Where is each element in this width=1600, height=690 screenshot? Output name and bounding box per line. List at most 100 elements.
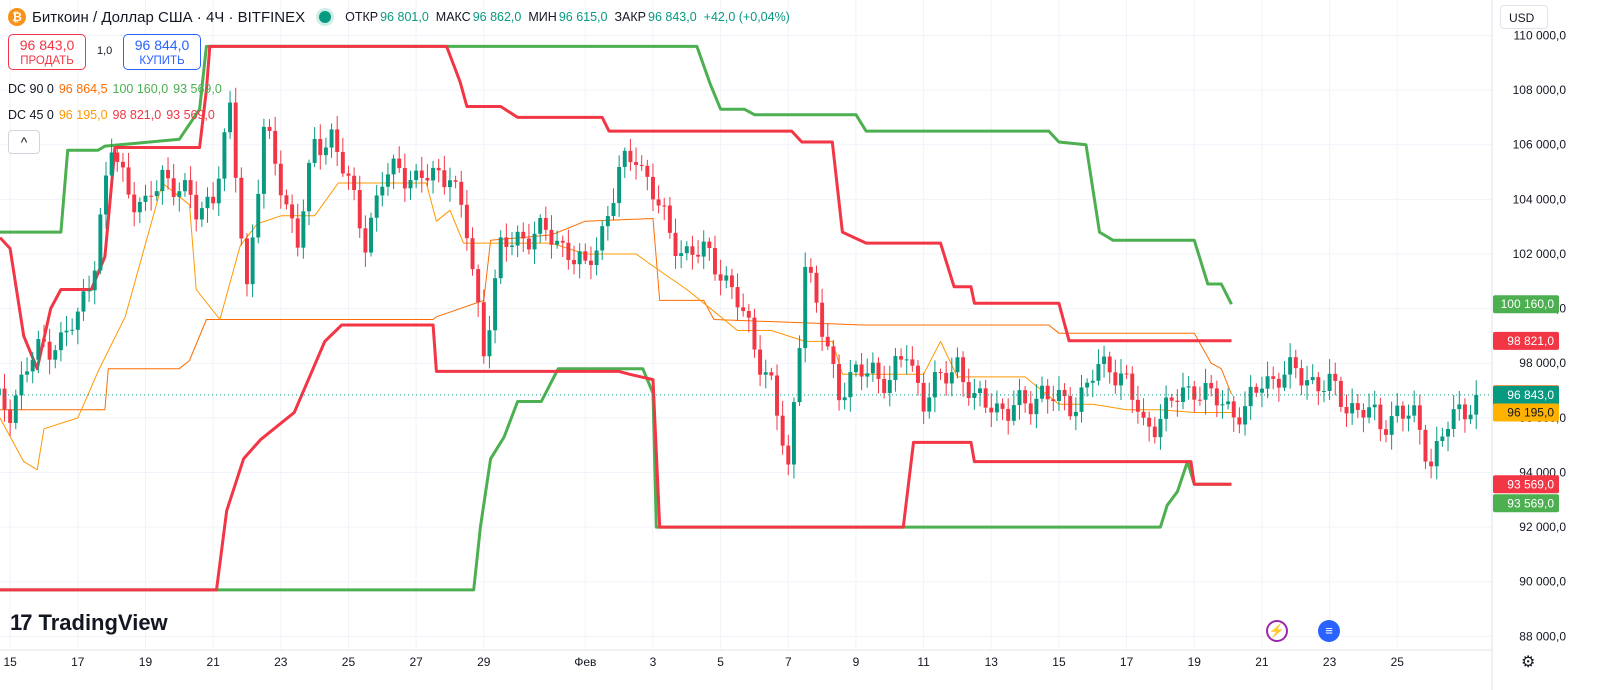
candle-body xyxy=(1006,408,1011,421)
candle-body xyxy=(87,290,92,292)
candle-body xyxy=(1305,380,1310,386)
candle-body xyxy=(820,302,825,337)
dc-series-line xyxy=(0,44,1233,305)
x-tick-label: 5 xyxy=(717,655,724,669)
candle-body xyxy=(1310,377,1315,381)
candle-body xyxy=(431,167,436,181)
candle-body xyxy=(600,226,605,251)
candle-body xyxy=(273,130,278,164)
candle-body xyxy=(949,372,954,384)
candle-body xyxy=(374,195,379,218)
candle-body xyxy=(1389,416,1394,435)
market-status-icon[interactable] xyxy=(319,11,332,23)
indicator-legend-dc90[interactable]: DC 90 0 96 864,5 100 160,0 93 569,0 xyxy=(8,82,227,96)
candle-body xyxy=(701,241,706,257)
candle-body xyxy=(149,195,154,197)
candle-body xyxy=(617,166,622,204)
y-tick-label: 110 000,0 xyxy=(1514,29,1567,43)
candle-body xyxy=(899,356,904,360)
symbol-title[interactable]: Биткоин / Доллар США · 4Ч · BITFINEX xyxy=(32,8,306,26)
candle-body xyxy=(380,186,385,196)
buy-button[interactable]: 96 844,0 КУПИТЬ xyxy=(123,34,201,70)
candle-body xyxy=(1333,373,1338,381)
candle-body xyxy=(538,218,543,234)
settings-gear-icon[interactable]: ⚙ xyxy=(1521,654,1536,671)
price-tag xyxy=(1493,494,1559,513)
candle-body xyxy=(662,205,667,207)
candle-body xyxy=(487,330,492,357)
tradingview-logo[interactable]: 17 TradingView xyxy=(10,610,168,636)
ohlc-label: МИН xyxy=(528,10,557,24)
candle-body xyxy=(228,102,233,133)
candle-body xyxy=(1119,373,1123,386)
indicator-value: 96 864,5 xyxy=(58,82,108,96)
candle-body xyxy=(1135,399,1140,412)
candle-body xyxy=(1271,376,1276,379)
candle-body xyxy=(797,348,802,403)
dc-series-line xyxy=(0,44,1232,371)
time-axis: 15 17 19 21 23 25 27 29 Фев 3 5 7 9 11 13 15 17 19 21 23 25 xyxy=(3,655,1404,669)
candle-body xyxy=(414,170,419,181)
candle-body xyxy=(1186,386,1191,388)
dc-series-line xyxy=(0,367,1232,592)
lightning-event-icon[interactable]: ⚡ xyxy=(1266,620,1288,642)
candle-body xyxy=(532,233,537,250)
candle-body xyxy=(1107,356,1112,373)
candle-body xyxy=(1056,389,1061,401)
candle-body xyxy=(775,375,779,416)
indicator-value: 96 195,0 xyxy=(58,108,108,122)
candle-body xyxy=(1321,390,1326,392)
y-tick-label: 98 000,0 xyxy=(1519,356,1566,370)
candle-body xyxy=(1276,378,1281,388)
candle-body xyxy=(831,346,836,364)
price-tag-label: 98 821,0 xyxy=(1507,334,1554,348)
tradingview-logo-icon: 17 xyxy=(10,610,33,635)
candle-body xyxy=(459,181,464,205)
candle-body xyxy=(865,373,870,377)
x-tick-label: 3 xyxy=(650,655,657,669)
candle-body xyxy=(329,129,334,148)
candle-body xyxy=(983,388,988,408)
candle-body xyxy=(0,388,1,395)
x-tick-label: 19 xyxy=(139,655,153,669)
price-tag-label: 100 160,0 xyxy=(1501,297,1555,311)
candle-body xyxy=(803,266,808,349)
candle-body xyxy=(1130,373,1135,400)
buy-price: 96 844,0 xyxy=(134,37,190,53)
candle-body xyxy=(1288,357,1293,375)
candle-body xyxy=(1175,400,1180,402)
candle-body xyxy=(882,378,887,393)
chevron-up-icon: ^ xyxy=(20,134,28,150)
candle-body xyxy=(1440,436,1445,442)
y-tick-label: 108 000,0 xyxy=(1513,83,1567,97)
candle-body xyxy=(301,211,306,248)
us-flag-event-icon[interactable]: ≡ xyxy=(1318,620,1340,642)
candle-body xyxy=(1338,380,1343,407)
sell-button[interactable]: 96 843,0 ПРОДАТЬ xyxy=(8,34,86,70)
candle-body xyxy=(966,382,971,398)
x-tick-label: 27 xyxy=(409,655,423,669)
price-tag xyxy=(1493,475,1559,494)
candle-body xyxy=(786,445,791,465)
collapse-legend-button[interactable]: ^ xyxy=(8,130,40,154)
ohlc-value: 96 801,0 xyxy=(380,10,429,24)
candle-body xyxy=(746,311,751,318)
candle-body xyxy=(132,194,137,213)
candle-body xyxy=(408,180,413,189)
candle-body xyxy=(250,237,255,285)
candle-body xyxy=(1254,386,1259,393)
candle-body xyxy=(549,229,554,245)
candle-body xyxy=(916,365,920,383)
indicator-legend-dc45[interactable]: DC 45 0 96 195,0 98 821,0 93 569,0 xyxy=(8,108,220,122)
candle-body xyxy=(284,195,289,205)
ohlc-change: +42,0 (+0,04%) xyxy=(703,10,790,24)
candle-body xyxy=(859,364,864,377)
order-quantity[interactable]: 1,0 xyxy=(97,45,113,57)
y-tick-label: 88 000,0 xyxy=(1519,629,1566,643)
candle-body xyxy=(1017,390,1022,406)
currency-selector[interactable]: USD xyxy=(1500,5,1548,29)
candle-body xyxy=(944,372,949,384)
indicator-value: 98 821,0 xyxy=(112,108,162,122)
candle-body xyxy=(870,362,875,374)
